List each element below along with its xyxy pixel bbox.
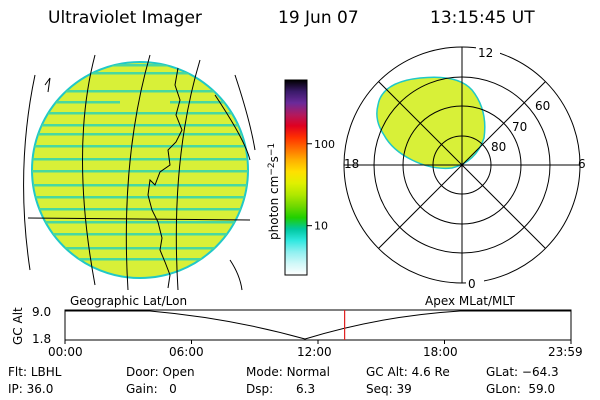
colorbar-ticks (307, 143, 312, 227)
scan-stripe (32, 133, 248, 136)
timeline-x-tick-1800: 18:00 (423, 345, 458, 359)
scan-stripe (32, 124, 248, 127)
status-door: Door: Open (126, 365, 195, 379)
timeline-right-title: Apex MLat/MLT (425, 294, 515, 308)
scan-stripe (32, 233, 248, 236)
status-mode: Mode: Normal (246, 365, 330, 379)
scan-stripe (32, 145, 248, 148)
status-glon: GLon: 59.0 (486, 382, 556, 396)
scan-stripe (32, 247, 248, 250)
colorbar-unit: photon cm−2s−1 (267, 143, 281, 240)
scan-stripe (170, 101, 248, 104)
colorbar-tick-100: 100 (314, 138, 335, 151)
timeline-x-ticks (64, 340, 572, 344)
scan-stripe (32, 64, 248, 67)
coastline (147, 67, 183, 289)
status-gain: Gain: 0 (126, 382, 177, 396)
scan-stripe (32, 170, 248, 173)
polar-image-region (376, 76, 486, 170)
colorbar: 100 10 photon cm−2s−1 (267, 79, 335, 276)
scan-stripe (32, 90, 248, 93)
polar-lat-60: 60 (535, 99, 550, 113)
polar-lat-80: 80 (491, 140, 506, 154)
scan-stripe (32, 208, 248, 211)
scan-stripe (32, 101, 120, 104)
geo-grid-lines (23, 54, 256, 291)
scan-stripe (32, 112, 248, 115)
colorbar-strip (284, 79, 308, 276)
timeline-panel: Geographic Lat/Lon Apex MLat/MLT GC Alt … (11, 294, 572, 346)
scan-stripe (40, 72, 248, 75)
timeline-x-tick-0000: 00:00 (48, 345, 83, 359)
scan-stripe (32, 196, 248, 199)
polar-label-0: 0 (468, 277, 476, 291)
timeline-x-tick-1200: 12:00 (297, 345, 332, 359)
timeline-left-title: Geographic Lat/Lon (70, 294, 187, 308)
polar-label-12: 12 (478, 46, 493, 60)
time-label: 13:15:45 UT (430, 8, 535, 28)
date-label: 19 Jun 07 (278, 8, 359, 28)
geo-map (23, 54, 256, 291)
scan-stripe (32, 258, 248, 261)
polar-lat-70: 70 (512, 120, 527, 134)
scan-stripe (32, 184, 248, 187)
status-seq: Seq: 39 (366, 382, 412, 396)
timeline-y-label: GC Alt (11, 307, 25, 345)
status-glat: GLat: −64.3 (486, 365, 559, 379)
status-dsp: Dsp: 6.3 (246, 382, 316, 396)
timeline-y-tick-top: 9.0 (32, 305, 51, 319)
timeline-x-tick-2359: 23:59 (548, 345, 583, 359)
polar-label-6: 6 (578, 157, 586, 171)
scan-stripe (32, 158, 248, 161)
polar-plot: 12 0 18 6 60 70 80 (343, 46, 586, 291)
coastline-north (44, 77, 51, 93)
timeline-y-tick-bottom: 1.8 (32, 332, 51, 346)
app-title: Ultraviolet Imager (48, 8, 202, 28)
geo-scan-stripes (32, 64, 248, 261)
scan-stripe (32, 221, 248, 224)
timeline-x-tick-0600: 06:00 (169, 345, 204, 359)
status-ip: IP: 36.0 (8, 382, 54, 396)
polar-label-18: 18 (344, 157, 359, 171)
status-gc-alt: GC Alt: 4.6 Re (366, 365, 450, 379)
colorbar-tick-10: 10 (314, 220, 328, 233)
polar-grid (343, 46, 581, 284)
status-filter: Flt: LBHL (8, 365, 62, 379)
altitude-curve (65, 310, 571, 340)
